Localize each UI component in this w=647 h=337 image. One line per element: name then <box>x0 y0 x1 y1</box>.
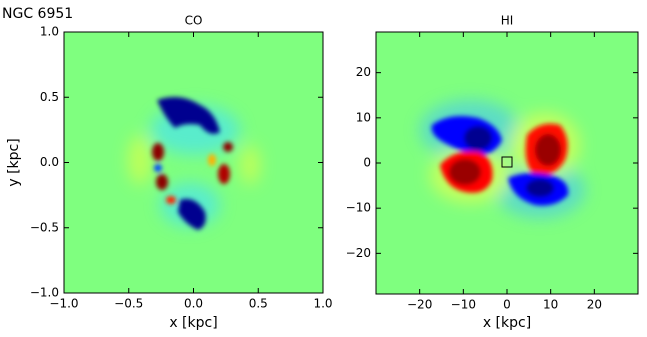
x-tick-label: −1.0 <box>49 297 78 311</box>
hi-map <box>376 32 638 294</box>
x-tick-label: 0.0 <box>184 297 203 311</box>
x-tick-label: 0.5 <box>249 297 268 311</box>
x-tick-label: −0.5 <box>114 297 143 311</box>
y-tick-label: −10 <box>346 201 371 215</box>
y-tick-label: −20 <box>346 246 371 260</box>
y-tick-label: −1.0 <box>30 286 59 300</box>
x-tick-label: 20 <box>587 298 602 312</box>
x-axis-label: x [kpc] <box>169 315 217 331</box>
y-tick-label: 0 <box>363 156 371 170</box>
panel-title: HI <box>501 14 514 28</box>
y-tick-label: −0.5 <box>30 220 59 234</box>
x-axis-label: x [kpc] <box>483 315 531 331</box>
x-tick-label: 0 <box>503 298 511 312</box>
y-tick-label: 0.5 <box>40 90 59 104</box>
x-tick-label: 10 <box>543 298 558 312</box>
y-axis-label: y [kpc] <box>6 138 22 186</box>
y-tick-label: 1.0 <box>40 25 59 39</box>
x-tick-label: 1.0 <box>313 297 332 311</box>
panel-title: CO <box>185 14 203 28</box>
co-map <box>64 32 323 293</box>
figure-title: NGC 6951 <box>2 6 73 22</box>
y-tick-label: 20 <box>356 65 371 79</box>
y-tick-label: 0.0 <box>40 155 59 169</box>
x-tick-label: −20 <box>407 298 432 312</box>
y-tick-label: 10 <box>356 110 371 124</box>
x-tick-label: −10 <box>451 298 476 312</box>
